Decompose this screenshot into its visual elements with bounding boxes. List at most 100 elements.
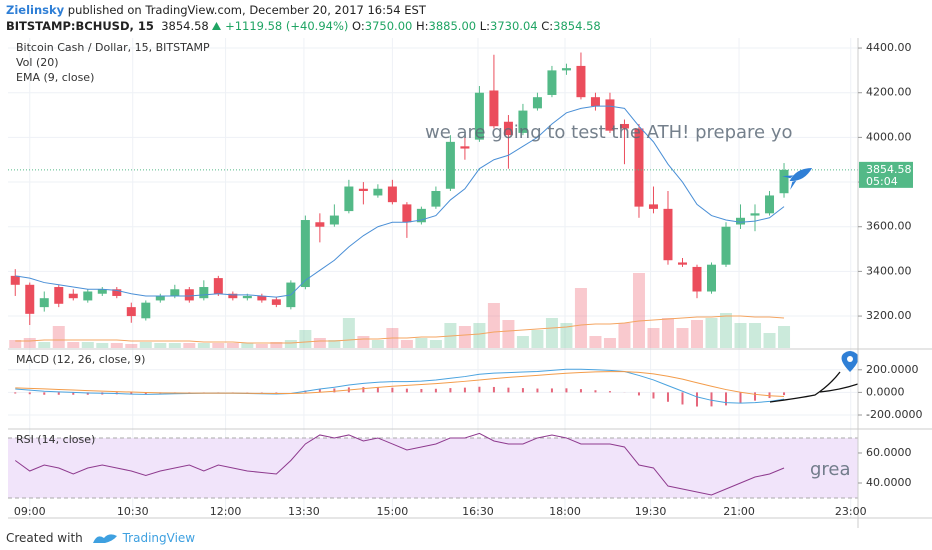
candle-body	[663, 208, 673, 261]
x-tick-label: 13:30	[288, 505, 320, 518]
volume-bar	[23, 338, 36, 348]
countdown: 05:04	[866, 175, 898, 188]
volume-bar	[574, 288, 587, 348]
candle-body	[779, 169, 789, 194]
volume-bar	[778, 326, 791, 348]
histogram-bar	[318, 389, 321, 393]
candle-body	[300, 220, 310, 288]
candle-body	[561, 68, 571, 71]
histogram-bar	[521, 388, 524, 393]
candle-body	[460, 146, 470, 149]
volume-bar	[560, 323, 573, 348]
histogram-bar	[144, 392, 147, 395]
candle-body	[170, 289, 180, 296]
candle-body	[315, 222, 325, 227]
pane-title: RSI (14, close)	[16, 433, 95, 446]
legend-entry: Vol (20)	[16, 56, 59, 69]
rocket-body	[789, 168, 813, 182]
price: 3854.58	[161, 19, 209, 33]
ohlc-value: 3730.04	[490, 19, 538, 33]
ohlc: O:3750.00 H:3885.00 L:3730.04 C:3854.58	[352, 19, 601, 33]
volume-bar	[473, 323, 486, 348]
candle-body	[257, 295, 267, 301]
candle-body	[518, 110, 528, 133]
symbol: BITSTAMP:BCHUSD, 15	[6, 19, 154, 33]
candle-body	[242, 295, 252, 299]
x-tick-label: 23:00	[835, 505, 867, 518]
y-tick-label: 4200.00	[866, 86, 912, 99]
candle-body	[402, 204, 412, 223]
histogram-bar	[579, 389, 582, 393]
histogram-bar	[608, 391, 611, 393]
x-tick-label: 16:30	[462, 505, 494, 518]
published: published on TradingView.com, December 2…	[67, 3, 426, 17]
brand[interactable]: TradingView	[122, 531, 196, 545]
histogram-bar	[768, 392, 771, 399]
histogram-bar	[391, 387, 394, 393]
volume-bar	[212, 343, 225, 348]
pane-title: MACD (12, 26, close, 9)	[16, 353, 145, 366]
x-tick-label: 18:00	[549, 505, 581, 518]
candle-body	[590, 97, 600, 107]
candle-body	[184, 289, 194, 301]
x-tick-label: 21:00	[723, 505, 755, 518]
candle-body	[83, 291, 93, 301]
histogram-bar	[492, 386, 495, 393]
y-tick-label: 3600.00	[866, 220, 912, 233]
author[interactable]: Zielinsky	[6, 3, 65, 17]
candle-body	[576, 65, 586, 98]
volume-bar	[328, 340, 341, 348]
histogram-bar	[420, 389, 423, 393]
candle-body	[358, 188, 368, 191]
pane-title: Bitcoin Cash / Dollar, 15, BITSTAMP	[16, 41, 210, 54]
volume-bar	[516, 336, 529, 348]
x-tick-label: 12:00	[210, 505, 242, 518]
volume-bar	[81, 342, 94, 348]
ohlc-label: H:	[415, 19, 429, 33]
histogram-bar	[434, 388, 437, 393]
volume-bar	[197, 343, 210, 348]
y-tick-label: 0.0000	[866, 385, 905, 398]
histogram-bar	[710, 392, 713, 407]
rocket-icon	[782, 168, 813, 190]
candle-body	[431, 190, 441, 207]
volume-bar	[690, 320, 703, 348]
volume-bar	[270, 342, 283, 348]
candle-body	[489, 90, 499, 127]
candle-body	[97, 289, 107, 294]
candle-body	[54, 287, 64, 304]
y-tick-label: 3200.00	[866, 309, 912, 322]
change: +1119.58 (+40.94%)	[225, 19, 349, 33]
histogram-bar	[594, 390, 597, 393]
footer: Created with TradingView	[6, 528, 195, 548]
ohlc-label: O:	[352, 19, 365, 33]
candle-body	[228, 293, 238, 299]
up-arrow	[212, 22, 222, 30]
ohlc-label: C:	[541, 19, 554, 33]
candle-body	[213, 278, 223, 294]
histogram-bar	[739, 392, 742, 404]
y-tick-label: 4400.00	[866, 41, 912, 54]
candle-body	[532, 97, 542, 109]
volume-bar	[661, 318, 674, 348]
candle-body	[445, 141, 455, 189]
rocket-fin	[782, 175, 797, 190]
volume-bar	[9, 340, 22, 348]
drawing	[769, 371, 858, 403]
chart: we are going to test the ATH! prepare yo…	[8, 38, 932, 528]
histogram-bar	[695, 392, 698, 407]
candle-body	[141, 302, 151, 319]
candle-body	[416, 208, 426, 223]
histogram-bar	[43, 392, 46, 395]
volume-bar	[763, 333, 776, 348]
histogram-bar	[376, 387, 379, 393]
y-tick-label: 200.0000	[866, 363, 919, 376]
histogram-bar	[28, 392, 31, 395]
histogram-bar	[57, 392, 60, 395]
y-tick-label: -200.0000	[866, 408, 922, 421]
created-with: Created with	[6, 531, 83, 545]
candle-body	[677, 262, 687, 265]
candle-body	[10, 275, 20, 285]
histogram-bar	[14, 392, 17, 394]
volume-bar	[749, 323, 762, 348]
